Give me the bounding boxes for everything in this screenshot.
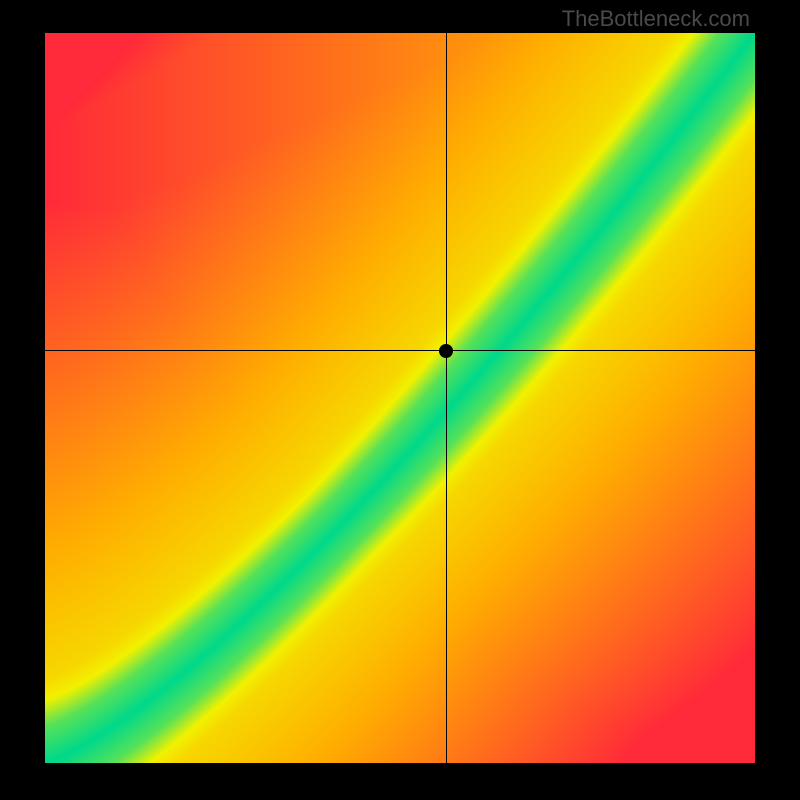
crosshair-vertical xyxy=(446,33,447,763)
chart-container: { "watermark": "TheBottleneck.com", "cha… xyxy=(0,0,800,800)
frame-right xyxy=(755,0,800,800)
frame-bottom xyxy=(0,763,800,800)
crosshair-horizontal xyxy=(45,350,755,351)
frame-left xyxy=(0,0,45,800)
bottleneck-heatmap xyxy=(0,0,800,800)
selection-marker xyxy=(439,344,453,358)
watermark-label: TheBottleneck.com xyxy=(562,6,750,32)
